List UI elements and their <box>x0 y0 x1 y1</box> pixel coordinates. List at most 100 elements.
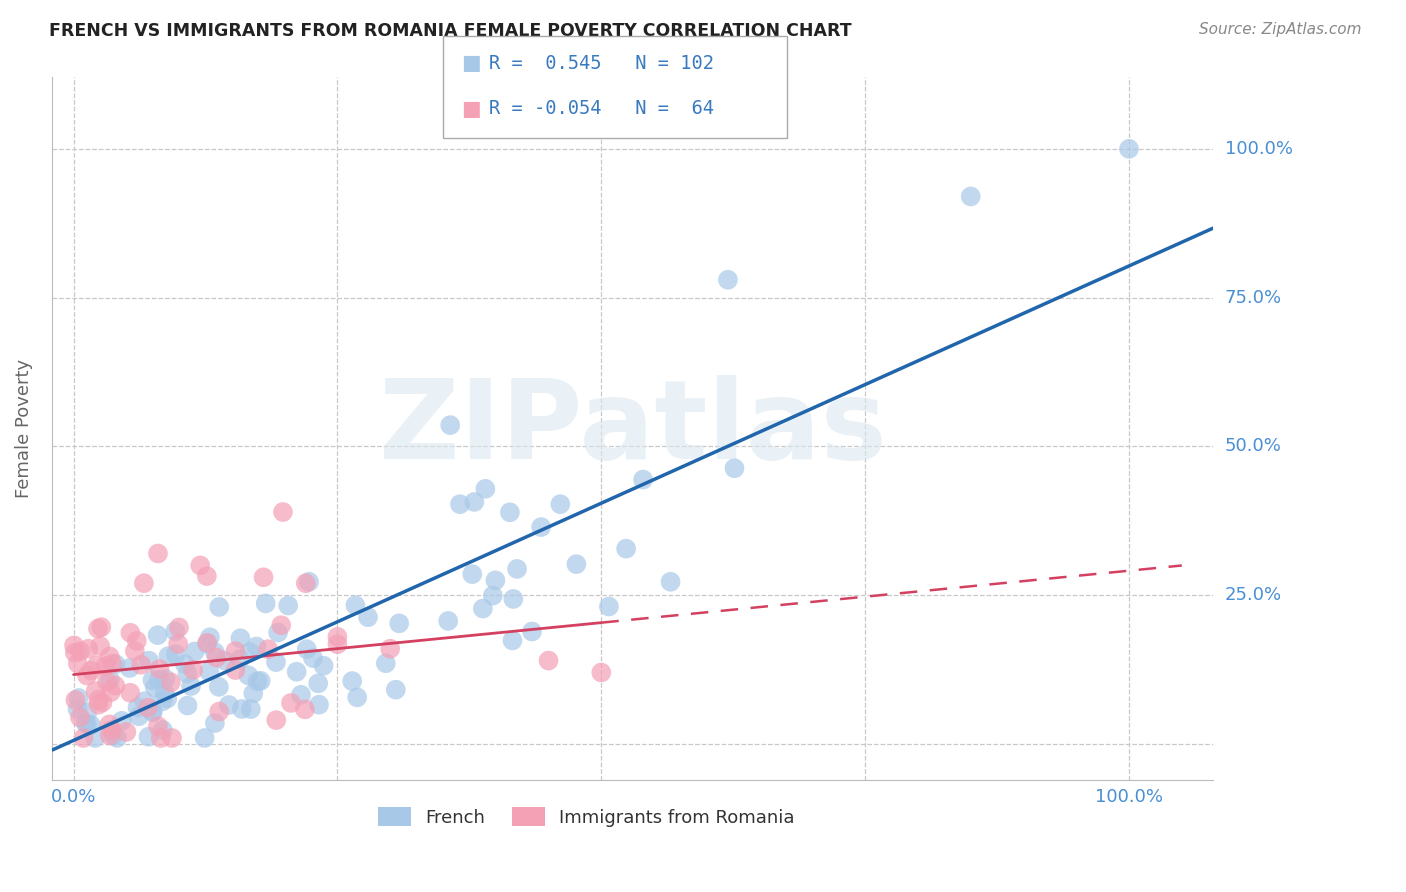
Point <box>277 599 299 613</box>
Point <box>474 482 496 496</box>
Text: ZIPatlas: ZIPatlas <box>380 375 887 482</box>
Point <box>104 679 127 693</box>
Point <box>482 589 505 603</box>
Point <box>124 644 146 658</box>
Point <box>208 599 231 614</box>
Point <box>89 639 111 653</box>
Point <box>127 700 149 714</box>
Point <box>550 497 572 511</box>
Point <box>204 645 226 659</box>
Point <box>204 716 226 731</box>
Point <box>184 644 207 658</box>
Point <box>87 622 110 636</box>
Point <box>461 567 484 582</box>
Point <box>264 713 287 727</box>
Point <box>77 641 100 656</box>
Point <box>138 730 160 744</box>
Point <box>257 642 280 657</box>
Point <box>66 702 89 716</box>
Point <box>100 685 122 699</box>
Point <box>101 723 124 737</box>
Point <box>165 624 187 639</box>
Point <box>120 625 142 640</box>
Point <box>308 698 330 712</box>
Point <box>63 639 86 653</box>
Point <box>141 706 163 720</box>
Point <box>87 692 110 706</box>
Point <box>181 663 204 677</box>
Point <box>484 574 506 588</box>
Point <box>307 676 329 690</box>
Point <box>76 706 98 720</box>
Point <box>205 650 228 665</box>
Point <box>239 645 262 659</box>
Point <box>298 574 321 589</box>
Point <box>91 695 114 709</box>
Point <box>449 497 471 511</box>
Point <box>156 691 179 706</box>
Point <box>84 731 107 745</box>
Point <box>659 574 682 589</box>
Point <box>267 625 290 640</box>
Point <box>439 418 461 433</box>
Point <box>463 495 485 509</box>
Point <box>208 680 231 694</box>
Point <box>96 674 118 689</box>
Point <box>388 616 411 631</box>
Text: 50.0%: 50.0% <box>1225 437 1281 456</box>
Point <box>245 640 267 654</box>
Point <box>76 717 98 731</box>
Point <box>174 657 197 672</box>
Point <box>115 725 138 739</box>
Text: ■: ■ <box>461 54 481 73</box>
Point <box>591 665 613 680</box>
Point <box>229 652 252 666</box>
Point <box>86 658 108 673</box>
Point <box>195 637 218 651</box>
Point <box>136 700 159 714</box>
Point <box>180 679 202 693</box>
Point <box>118 661 141 675</box>
Point <box>194 731 217 745</box>
Point <box>104 657 127 671</box>
Point <box>94 659 117 673</box>
Point <box>385 682 408 697</box>
Point <box>153 686 176 700</box>
Point <box>143 681 166 695</box>
Point <box>208 705 231 719</box>
Text: 25.0%: 25.0% <box>1225 586 1282 604</box>
Point <box>98 717 121 731</box>
Point <box>146 628 169 642</box>
Point <box>537 654 560 668</box>
Point <box>148 673 170 687</box>
Point <box>72 731 94 745</box>
Point <box>129 657 152 672</box>
Point <box>90 620 112 634</box>
Y-axis label: Female Poverty: Female Poverty <box>15 359 32 498</box>
Text: FRENCH VS IMMIGRANTS FROM ROMANIA FEMALE POVERTY CORRELATION CHART: FRENCH VS IMMIGRANTS FROM ROMANIA FEMALE… <box>49 22 852 40</box>
Point <box>229 632 252 646</box>
Point <box>149 731 172 745</box>
Point <box>160 731 183 745</box>
Point <box>138 654 160 668</box>
Point <box>326 637 349 651</box>
Point <box>195 569 218 583</box>
Point <box>530 520 553 534</box>
Point <box>270 618 292 632</box>
Point <box>155 672 177 686</box>
Point <box>198 665 221 679</box>
Text: ■: ■ <box>461 99 481 119</box>
Point <box>295 642 318 657</box>
Point <box>437 614 460 628</box>
Point <box>128 709 150 723</box>
Point <box>84 684 107 698</box>
Point <box>157 649 180 664</box>
Point <box>69 710 91 724</box>
Point <box>471 601 494 615</box>
Point <box>294 702 316 716</box>
Point <box>1118 142 1140 156</box>
Point <box>285 665 308 679</box>
Point <box>167 637 190 651</box>
Text: 100.0%: 100.0% <box>1225 140 1292 158</box>
Text: R =  0.545   N = 102: R = 0.545 N = 102 <box>489 54 714 73</box>
